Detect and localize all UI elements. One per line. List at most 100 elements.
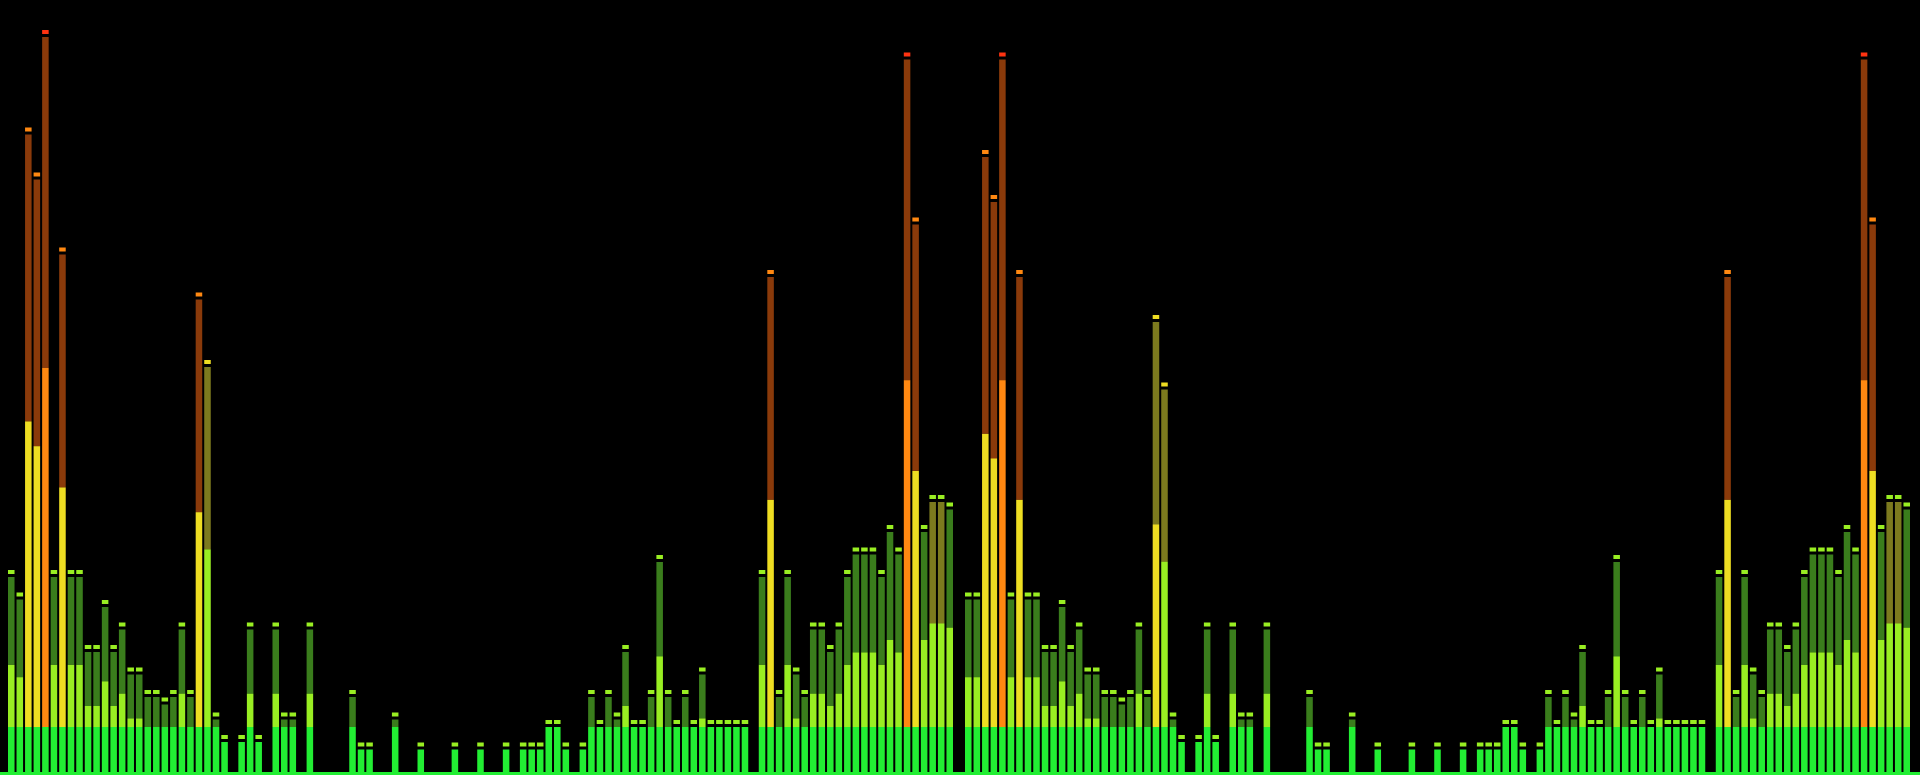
bar-body-segment	[982, 433, 989, 727]
bar-base-segment	[656, 727, 663, 772]
bar-base-segment	[1169, 727, 1177, 772]
bar-body-segment	[869, 652, 877, 728]
peak-cap	[1681, 720, 1689, 724]
peak-cap	[1238, 712, 1245, 717]
spectrum-bar	[1630, 720, 1637, 772]
spectrum-bar	[1673, 720, 1680, 772]
bar-decay-segment	[67, 577, 75, 665]
bar-body-segment	[1886, 623, 1893, 727]
spectrum-bar	[1758, 690, 1765, 772]
peak-cap	[451, 742, 459, 747]
bar-base-segment	[238, 742, 245, 772]
spectrum-bar	[1212, 735, 1219, 772]
bar-base-segment	[1118, 727, 1126, 772]
peak-cap	[912, 217, 919, 222]
spectrum-bar	[630, 720, 638, 772]
peak-cap	[1203, 622, 1211, 627]
bar-base-segment	[1877, 727, 1885, 772]
spectrum-bar	[886, 525, 894, 772]
peak-cap	[1886, 495, 1893, 499]
bar-base-segment	[1741, 727, 1748, 772]
bar-body-segment	[990, 458, 998, 727]
spectrum-bar	[562, 742, 570, 772]
bar-body-segment	[920, 640, 928, 727]
bar-base-segment	[477, 749, 484, 772]
bar-decay-segment	[835, 629, 843, 694]
bar-decay-segment	[118, 629, 126, 694]
peak-cap	[886, 525, 894, 529]
spectrum-bar	[1519, 742, 1527, 772]
bar-body-segment	[809, 693, 817, 728]
bar-base-segment	[844, 727, 851, 772]
bar-body-segment	[1161, 561, 1168, 728]
bar-body-segment	[912, 470, 919, 728]
spectrum-bar	[357, 742, 365, 772]
bar-base-segment	[1698, 727, 1706, 772]
spectrum-bar	[536, 742, 544, 772]
bar-body-segment	[1075, 693, 1083, 728]
bar-decay-segment	[982, 157, 989, 434]
bar-base-segment	[827, 727, 834, 772]
peak-cap	[681, 690, 689, 694]
peak-cap	[417, 742, 425, 747]
spectrum-bar	[477, 742, 484, 772]
spectrum-bar	[1118, 697, 1126, 772]
peak-cap	[1408, 742, 1416, 747]
bar-base-segment	[895, 727, 902, 772]
spectrum-bar	[1860, 52, 1868, 772]
bar-body-segment	[1894, 623, 1902, 727]
peak-cap	[25, 127, 32, 132]
bar-base-segment	[1075, 727, 1083, 772]
peak-cap	[101, 600, 109, 604]
bar-base-segment	[1766, 727, 1774, 772]
peak-cap	[212, 712, 220, 717]
spectrum-bar	[349, 690, 356, 772]
peak-cap	[93, 645, 100, 649]
spectrum-bar	[1050, 645, 1057, 772]
bar-body-segment	[195, 512, 203, 728]
spectrum-bar	[1613, 555, 1620, 772]
bar-base-segment	[1033, 727, 1040, 772]
bar-decay-segment	[178, 629, 186, 694]
bar-body-segment	[1715, 664, 1723, 727]
bar-decay-segment	[844, 577, 851, 665]
bar-base-segment	[1903, 727, 1910, 772]
bar-body-segment	[1775, 693, 1783, 728]
bar-decay-segment	[647, 697, 655, 727]
peak-cap	[1050, 645, 1057, 649]
bar-base-segment	[127, 727, 134, 772]
peak-cap	[1690, 720, 1697, 724]
bar-base-segment	[1374, 749, 1382, 772]
bar-base-segment	[1135, 727, 1143, 772]
bar-body-segment	[1801, 664, 1808, 727]
spectrum-bar	[127, 667, 134, 772]
peak-cap	[502, 742, 510, 747]
spectrum-bar	[767, 270, 774, 772]
channel-left	[8, 30, 953, 772]
spectrum-bar	[42, 30, 49, 772]
bar-base-segment	[1715, 727, 1723, 772]
spectrum-bar	[690, 720, 698, 772]
bar-base-segment	[101, 727, 109, 772]
bar-decay-segment	[801, 697, 808, 727]
bar-base-segment	[605, 727, 612, 772]
spectrum-bar	[76, 570, 83, 772]
peak-cap	[127, 667, 134, 672]
bar-decay-segment	[1101, 697, 1109, 727]
channel-right	[965, 52, 1910, 772]
peak-cap	[758, 570, 766, 574]
bar-decay-segment	[135, 674, 143, 719]
bar-decay-segment	[758, 577, 766, 665]
bar-base-segment	[937, 727, 945, 772]
peak-cap	[1033, 592, 1040, 597]
bar-body-segment	[1084, 718, 1091, 728]
spectrum-bar	[681, 690, 689, 772]
bar-base-segment	[920, 727, 928, 772]
bar-base-segment	[1673, 727, 1680, 772]
peak-cap	[1545, 690, 1552, 694]
bar-body-segment	[1579, 706, 1586, 727]
spectrum-bar	[656, 555, 663, 772]
bar-decay-segment	[1169, 719, 1177, 727]
bar-decay-segment	[84, 652, 92, 706]
bar-body-segment	[767, 499, 774, 727]
